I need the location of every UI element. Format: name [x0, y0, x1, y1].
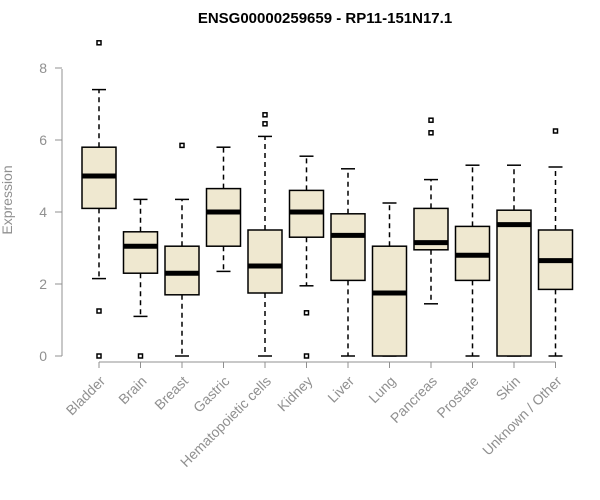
y-tick-label: 6	[39, 132, 47, 148]
y-axis-label: Expression	[0, 165, 15, 234]
box-4	[247, 112, 283, 357]
outlier-point	[96, 40, 102, 46]
outlier-point	[137, 353, 144, 359]
outlier-point	[428, 117, 434, 123]
outlier-point	[96, 353, 102, 359]
box-iqr	[247, 229, 283, 294]
box-6	[330, 168, 366, 357]
box-5	[288, 155, 325, 359]
outlier-point	[552, 128, 559, 134]
box-2	[164, 142, 200, 357]
y-tick-label: 0	[39, 348, 47, 364]
box-7	[371, 202, 408, 357]
box-10	[496, 164, 532, 357]
box-1	[122, 198, 159, 359]
x-tick-label: Prostate	[433, 373, 481, 421]
box-0	[81, 40, 117, 359]
box-iqr	[205, 187, 242, 247]
outlier-point	[428, 130, 434, 136]
outlier-point	[179, 142, 185, 149]
y-tick-label: 2	[39, 276, 47, 292]
x-tick-label: Breast	[151, 373, 191, 413]
y-axis-ticks: 0 2 4 6 8	[39, 60, 62, 364]
box-iqr	[371, 245, 408, 357]
outlier-point	[262, 121, 268, 127]
x-tick-label: Bladder	[63, 373, 109, 419]
box-iqr	[122, 231, 159, 274]
chart-title: ENSG00000259659 - RP11-151N17.1	[198, 10, 452, 27]
y-tick-label: 4	[39, 204, 47, 220]
x-tick-label: Kidney	[274, 373, 316, 415]
box-iqr	[330, 213, 366, 282]
box-8	[413, 117, 449, 305]
box-iqr	[496, 209, 532, 357]
box-11	[537, 128, 574, 357]
box-iqr	[164, 245, 200, 296]
x-tick-label: Skin	[493, 373, 524, 404]
y-tick-label: 8	[39, 60, 47, 76]
outlier-point	[96, 308, 102, 314]
x-tick-label: Unknown / Other	[479, 373, 565, 459]
box-3	[205, 146, 242, 273]
outlier-point	[303, 310, 310, 316]
x-tick-label: Brain	[115, 373, 149, 407]
boxes-group	[81, 40, 574, 359]
box-9	[454, 164, 491, 357]
x-tick-label: Liver	[324, 373, 357, 406]
outlier-point	[262, 112, 268, 118]
x-tick-label: Lung	[365, 373, 398, 406]
outlier-point	[303, 353, 310, 359]
